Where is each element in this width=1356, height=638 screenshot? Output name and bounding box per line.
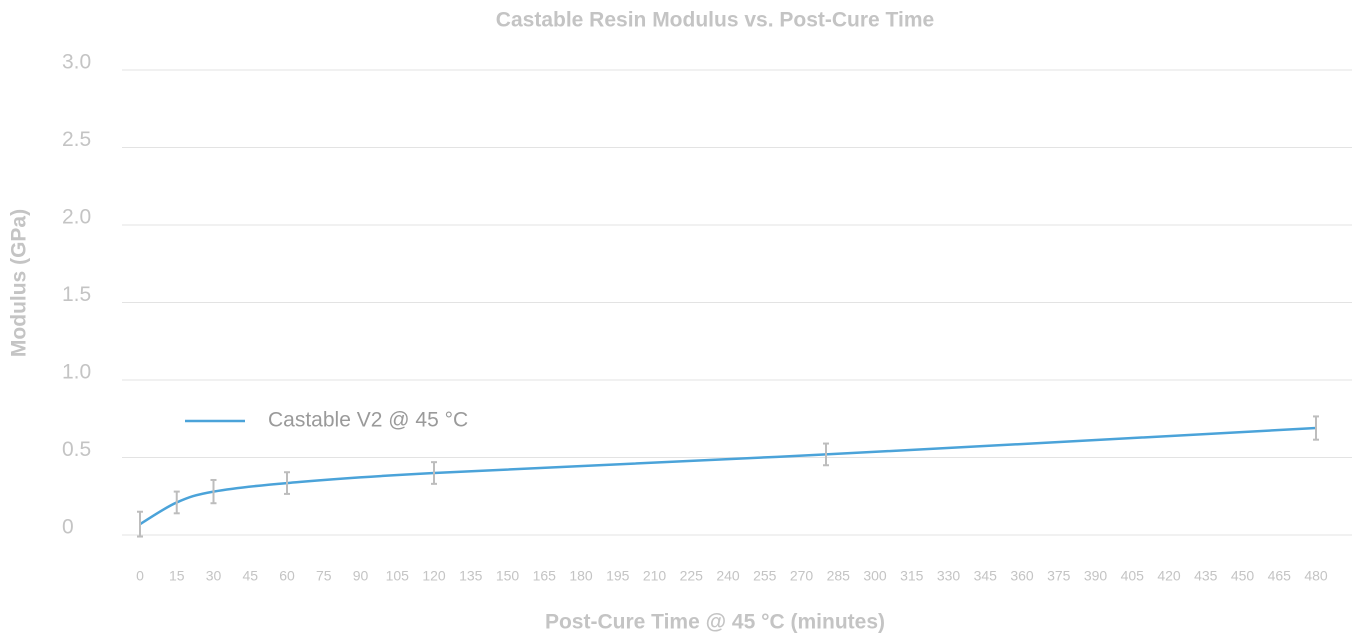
x-tick-label: 120 [422, 568, 446, 584]
x-tick-label: 300 [863, 568, 887, 584]
x-tick-label: 480 [1304, 568, 1328, 584]
x-tick-label: 150 [496, 568, 520, 584]
error-bar [1313, 415, 1319, 441]
y-axis-label: Modulus (GPa) [8, 209, 31, 357]
x-tick-label: 180 [569, 568, 593, 584]
x-tick-label: 375 [1047, 568, 1071, 584]
x-tick-label: 45 [242, 568, 258, 584]
x-tick-label: 330 [937, 568, 961, 584]
x-tick-label: 345 [974, 568, 998, 584]
error-bar [137, 510, 143, 538]
x-tick-label: 90 [353, 568, 369, 584]
error-bar [823, 442, 829, 467]
x-axis-label: Post-Cure Time @ 45 °C (minutes) [545, 611, 885, 634]
x-tick-label: 0 [136, 568, 144, 584]
x-tick-label: 210 [643, 568, 667, 584]
error-bar [284, 471, 290, 495]
x-tick-label: 165 [533, 568, 557, 584]
y-tick-label: 1.0 [62, 361, 91, 384]
x-tick-label: 315 [900, 568, 924, 584]
y-tick-label: 0.5 [62, 438, 91, 461]
y-tick-label: 1.5 [62, 283, 91, 306]
x-tick-label: 105 [386, 568, 410, 584]
x-tick-label: 360 [1010, 568, 1034, 584]
x-tick-label: 285 [827, 568, 851, 584]
x-tick-label: 75 [316, 568, 332, 584]
x-tick-label: 225 [680, 568, 704, 584]
x-tick-label: 420 [1157, 568, 1181, 584]
x-tick-label: 240 [716, 568, 740, 584]
error-bar [431, 461, 437, 485]
x-tick-label: 270 [790, 568, 814, 584]
y-tick-label: 0 [62, 516, 74, 539]
x-tick-label: 465 [1268, 568, 1292, 584]
x-tick-label: 450 [1231, 568, 1255, 584]
error-bar [173, 490, 180, 515]
y-tick-label: 2.5 [62, 128, 91, 151]
x-tick-label: 405 [1121, 568, 1145, 584]
series-line [139, 426, 1317, 526]
x-tick-label: 435 [1194, 568, 1218, 584]
chart-title: Castable Resin Modulus vs. Post-Cure Tim… [496, 9, 934, 32]
x-tick-label: 255 [753, 568, 777, 584]
x-tick-label: 60 [279, 568, 295, 584]
x-tick-label: 135 [459, 568, 483, 584]
y-tick-label: 2.0 [62, 206, 91, 229]
y-tick-label: 3.0 [62, 51, 91, 74]
x-tick-label: 195 [606, 568, 630, 584]
x-tick-label: 390 [1084, 568, 1108, 584]
x-tick-label: 30 [206, 568, 222, 584]
legend-label: Castable V2 @ 45 °C [268, 409, 468, 432]
error-bar [210, 478, 217, 505]
x-tick-label: 15 [169, 568, 185, 584]
